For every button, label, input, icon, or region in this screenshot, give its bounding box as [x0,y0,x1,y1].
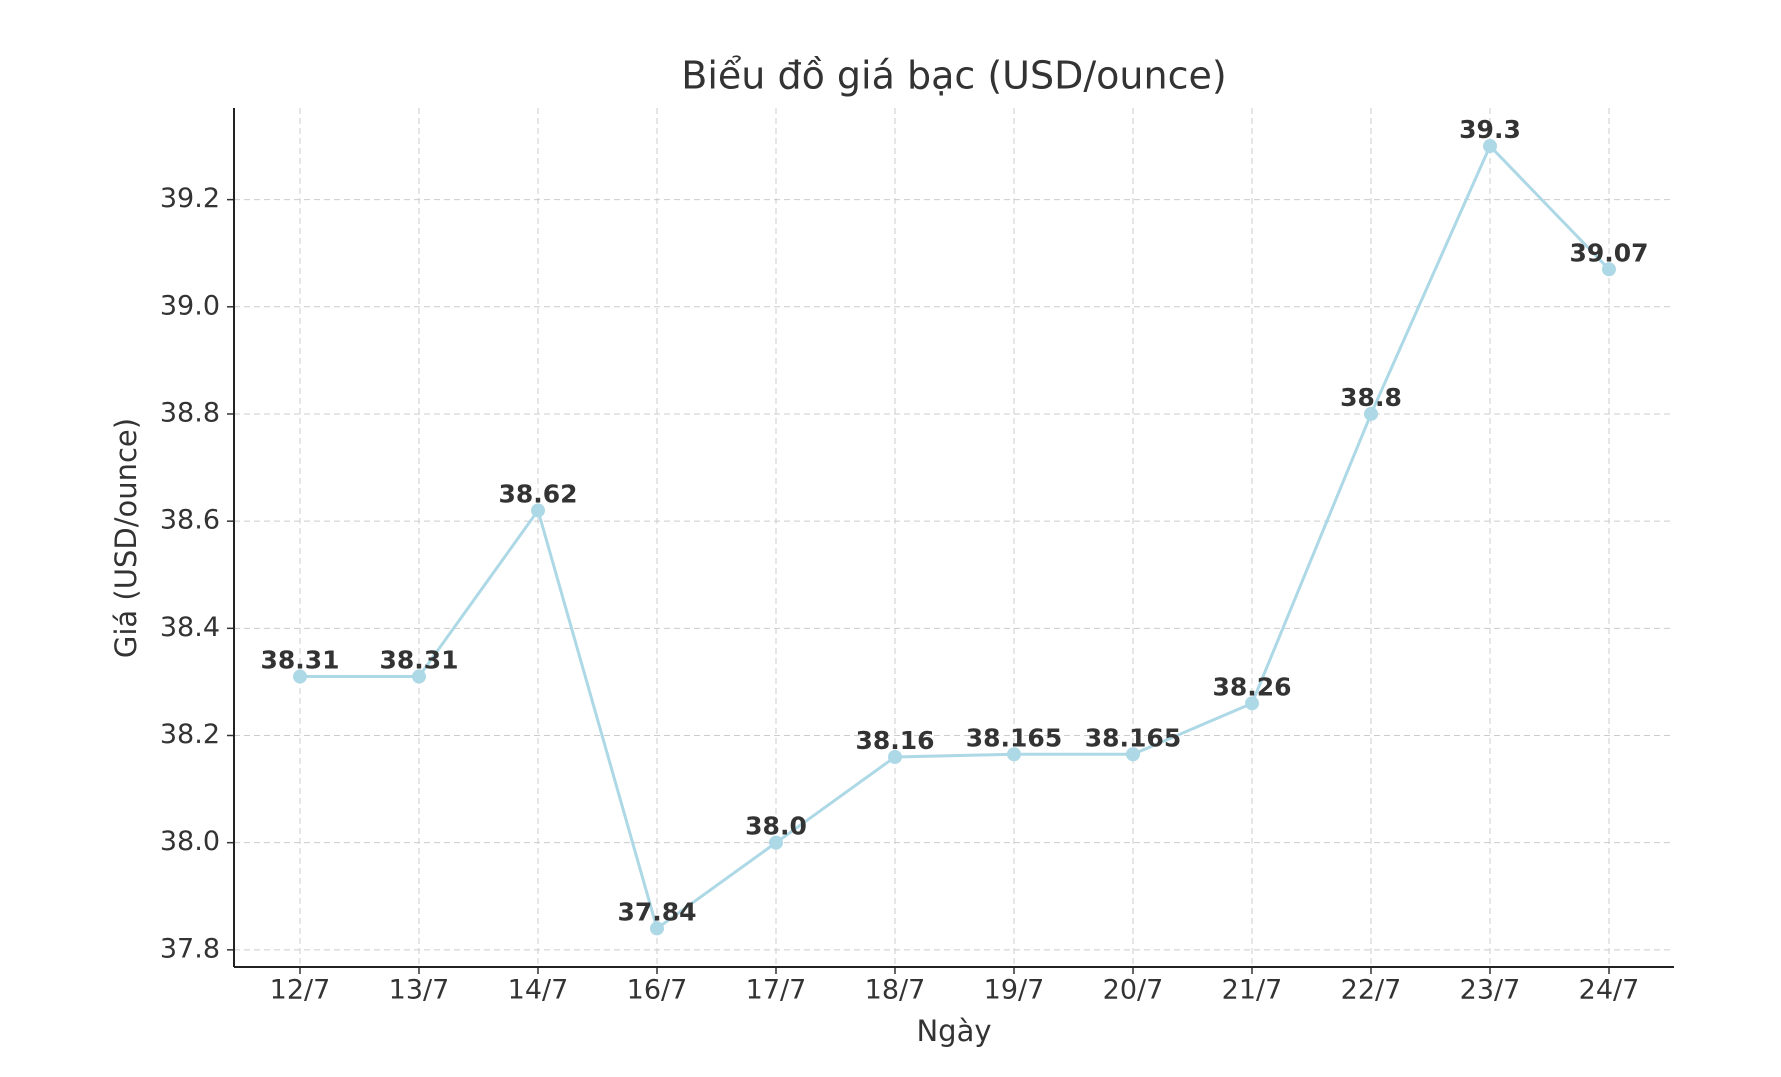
x-tick-label: 23/7 [1460,975,1521,1006]
value-label: 38.31 [379,646,458,675]
value-label: 37.84 [617,897,696,926]
value-label: 38.165 [1085,723,1181,752]
value-label: 38.26 [1212,672,1291,701]
x-tick-label: 12/7 [270,975,331,1006]
x-tick-label: 14/7 [508,975,569,1006]
point [888,749,902,764]
point [650,921,664,936]
x-tick-label: 18/7 [865,975,926,1006]
point [412,669,426,684]
y-tick-label: 39.2 [160,183,220,214]
x-tick-label: 19/7 [984,975,1045,1006]
point [1602,262,1616,277]
point [1483,139,1497,154]
x-tick-label: 20/7 [1103,975,1164,1006]
value-label: 38.8 [1340,383,1402,412]
value-label: 38.0 [745,812,807,841]
value-label: 39.3 [1459,115,1521,144]
line [300,143,1611,931]
x-tick-label: 16/7 [627,975,688,1006]
value-label: 39.07 [1569,238,1648,267]
value-label: 38.165 [966,723,1062,752]
x-axis-label: Ngày [916,1014,991,1048]
point [1126,747,1140,762]
point [1364,406,1378,421]
point [293,669,307,684]
x-tick-label: 22/7 [1341,975,1402,1006]
value-label: 38.31 [260,646,339,675]
x-tick-label: 24/7 [1579,975,1640,1006]
value-label: 38.16 [855,726,934,755]
y-tick-label: 38.0 [160,826,220,857]
point [1245,696,1259,711]
y-axis-label: Giá (USD/ounce) [109,418,143,658]
x-tick-label: 21/7 [1222,975,1283,1006]
chart-title: Biểu đồ giá bạc (USD/ounce) [681,54,1226,98]
y-tick-label: 37.8 [160,933,220,964]
y-tick-label: 38.8 [160,397,220,428]
point [1007,747,1021,762]
x-tick-label: 13/7 [389,975,450,1006]
point [531,503,545,518]
value-label: 38.62 [498,479,577,508]
y-tick-label: 38.4 [160,612,220,643]
point [769,835,783,850]
x-tick-label: 17/7 [746,975,807,1006]
y-tick-label: 38.6 [160,505,220,536]
y-tick-label: 39.0 [160,290,220,321]
y-tick-label: 38.2 [160,719,220,750]
